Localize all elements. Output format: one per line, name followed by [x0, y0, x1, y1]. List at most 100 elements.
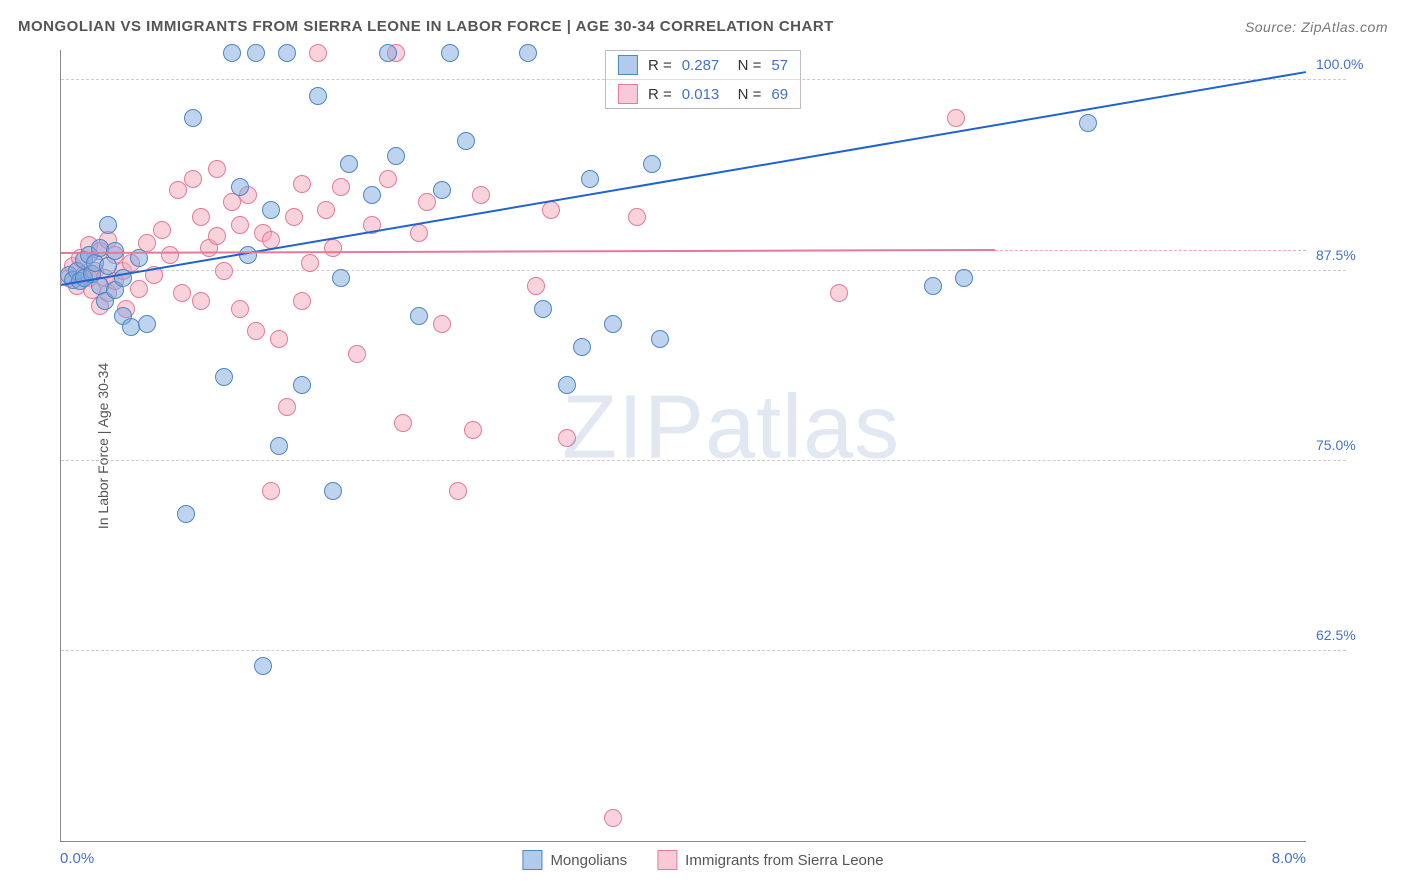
scatter-point-blue [340, 155, 358, 173]
scatter-point-pink [192, 208, 210, 226]
scatter-point-blue [215, 368, 233, 386]
scatter-point-pink [184, 170, 202, 188]
scatter-point-blue [138, 315, 156, 333]
scatter-point-pink [208, 227, 226, 245]
scatter-point-blue [955, 269, 973, 287]
n-value-pink: 69 [771, 86, 788, 103]
scatter-point-pink [449, 482, 467, 500]
n-value-blue: 57 [771, 57, 788, 74]
scatter-point-blue [379, 44, 397, 62]
gridline [61, 460, 1346, 461]
swatch-blue-icon [618, 55, 638, 75]
plot-area: 62.5%75.0%87.5%100.0% [60, 50, 1306, 842]
ytick-label: 75.0% [1316, 437, 1386, 453]
scatter-point-blue [324, 482, 342, 500]
xaxis-max: 8.0% [1272, 850, 1306, 867]
legend-stats-row-blue: R = 0.287 N = 57 [606, 51, 800, 80]
scatter-point-pink [285, 208, 303, 226]
scatter-point-blue [924, 277, 942, 295]
scatter-point-blue [184, 109, 202, 127]
scatter-point-blue [581, 170, 599, 188]
scatter-point-blue [534, 300, 552, 318]
scatter-point-blue [558, 376, 576, 394]
gridline [61, 270, 1346, 271]
n-label: N = [729, 57, 761, 74]
scatter-point-pink [153, 221, 171, 239]
scatter-point-blue [332, 269, 350, 287]
scatter-point-blue [410, 307, 428, 325]
scatter-point-pink [247, 322, 265, 340]
r-label: R = [648, 86, 672, 103]
scatter-point-blue [106, 242, 124, 260]
scatter-point-blue [239, 246, 257, 264]
xaxis-labels: 0.0% 8.0% [60, 850, 1306, 867]
scatter-point-blue [604, 315, 622, 333]
scatter-point-pink [348, 345, 366, 363]
scatter-point-pink [231, 300, 249, 318]
scatter-point-pink [130, 280, 148, 298]
scatter-point-pink [293, 175, 311, 193]
scatter-point-pink [628, 208, 646, 226]
scatter-point-blue [519, 44, 537, 62]
scatter-point-blue [177, 505, 195, 523]
swatch-pink-icon [618, 84, 638, 104]
scatter-point-pink [604, 809, 622, 827]
scatter-point-pink [472, 186, 490, 204]
scatter-point-pink [379, 170, 397, 188]
scatter-point-blue [573, 338, 591, 356]
ytick-label: 62.5% [1316, 627, 1386, 643]
scatter-point-pink [293, 292, 311, 310]
scatter-point-blue [433, 181, 451, 199]
scatter-point-blue [278, 44, 296, 62]
scatter-point-blue [643, 155, 661, 173]
scatter-point-blue [441, 44, 459, 62]
scatter-point-pink [394, 414, 412, 432]
scatter-point-blue [247, 44, 265, 62]
trend-line-pink-dash [995, 250, 1306, 251]
scatter-point-pink [173, 284, 191, 302]
scatter-point-blue [231, 178, 249, 196]
scatter-point-pink [270, 330, 288, 348]
n-label: N = [729, 86, 761, 103]
scatter-point-pink [208, 160, 226, 178]
r-value-blue: 0.287 [682, 57, 720, 74]
scatter-point-pink [433, 315, 451, 333]
gridline [61, 650, 1346, 651]
scatter-point-pink [527, 277, 545, 295]
scatter-point-pink [464, 421, 482, 439]
scatter-point-pink [262, 482, 280, 500]
scatter-point-blue [309, 87, 327, 105]
scatter-point-blue [363, 186, 381, 204]
scatter-point-blue [262, 201, 280, 219]
scatter-point-blue [254, 657, 272, 675]
scatter-point-pink [215, 262, 233, 280]
scatter-point-pink [317, 201, 335, 219]
source-text: ZipAtlas.com [1301, 19, 1388, 35]
legend-stats-row-pink: R = 0.013 N = 69 [606, 80, 800, 108]
legend-stats: R = 0.287 N = 57 R = 0.013 N = 69 [605, 50, 801, 109]
scatter-point-blue [223, 44, 241, 62]
chart-title: MONGOLIAN VS IMMIGRANTS FROM SIERRA LEON… [18, 18, 834, 35]
source-label: Source: ZipAtlas.com [1245, 19, 1388, 35]
scatter-point-pink [169, 181, 187, 199]
scatter-point-pink [161, 246, 179, 264]
scatter-point-pink [192, 292, 210, 310]
scatter-point-blue [387, 147, 405, 165]
ytick-label: 100.0% [1316, 56, 1386, 72]
chart-container: MONGOLIAN VS IMMIGRANTS FROM SIERRA LEON… [0, 0, 1406, 892]
scatter-point-pink [418, 193, 436, 211]
scatter-point-blue [293, 376, 311, 394]
r-label: R = [648, 57, 672, 74]
scatter-point-blue [1079, 114, 1097, 132]
scatter-point-pink [947, 109, 965, 127]
scatter-point-blue [651, 330, 669, 348]
scatter-point-blue [457, 132, 475, 150]
xaxis-min: 0.0% [60, 850, 94, 867]
title-bar: MONGOLIAN VS IMMIGRANTS FROM SIERRA LEON… [18, 18, 1388, 35]
scatter-point-pink [558, 429, 576, 447]
scatter-point-pink [830, 284, 848, 302]
scatter-point-pink [309, 44, 327, 62]
ytick-label: 87.5% [1316, 247, 1386, 263]
scatter-point-pink [410, 224, 428, 242]
scatter-point-pink [542, 201, 560, 219]
